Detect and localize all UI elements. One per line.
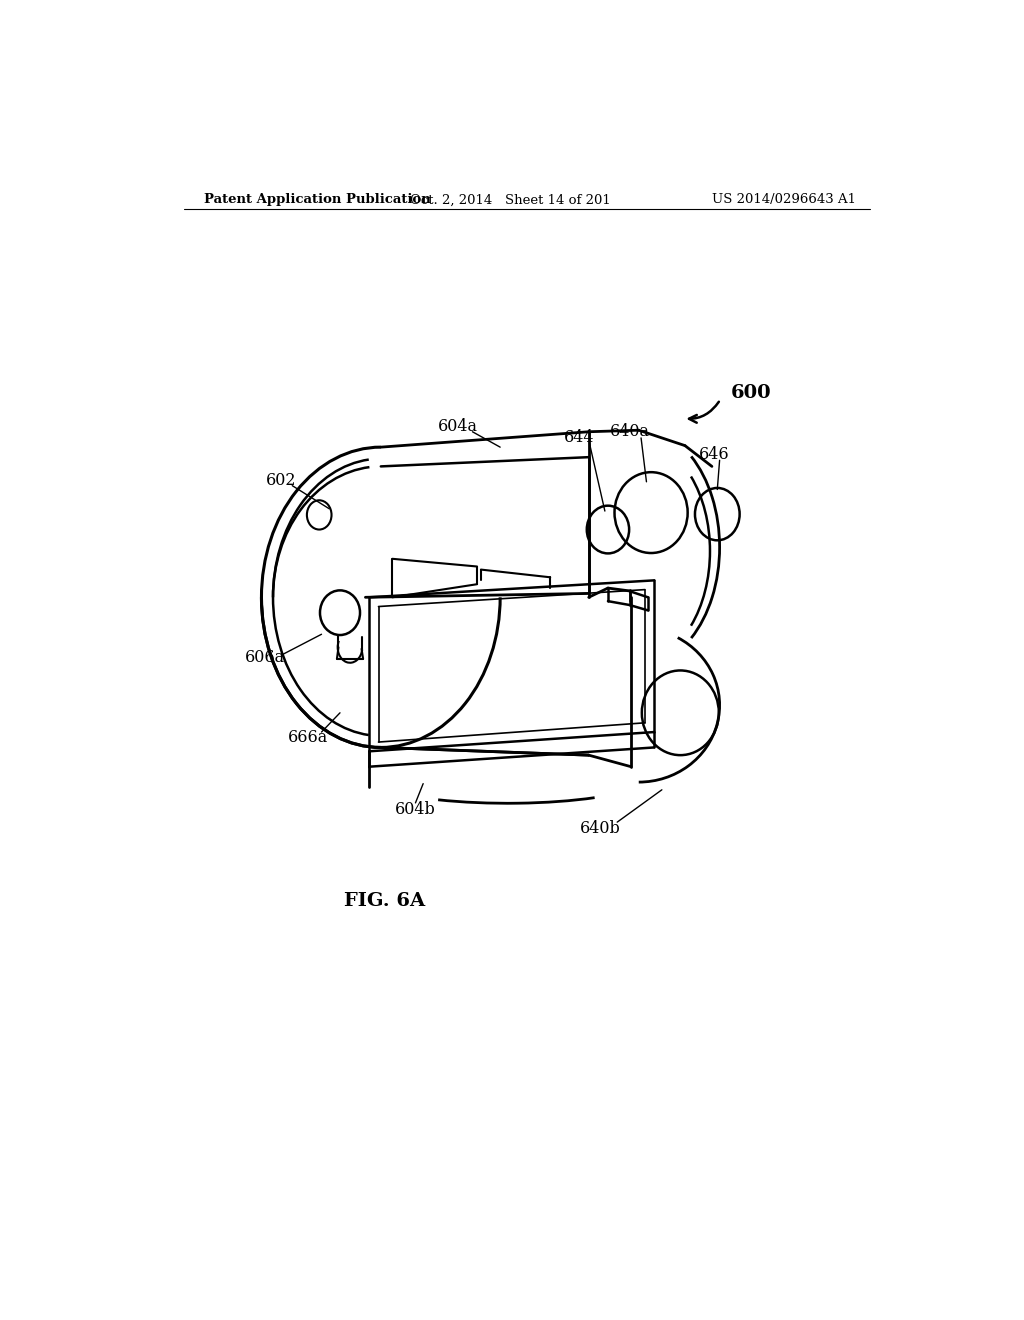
Text: 602: 602 bbox=[265, 471, 296, 488]
Text: 666a: 666a bbox=[288, 729, 328, 746]
Text: 604b: 604b bbox=[395, 800, 436, 817]
Text: Oct. 2, 2014   Sheet 14 of 201: Oct. 2, 2014 Sheet 14 of 201 bbox=[410, 194, 611, 206]
Text: 604a: 604a bbox=[438, 418, 478, 434]
Text: 646: 646 bbox=[699, 446, 729, 463]
Text: 640b: 640b bbox=[580, 820, 621, 837]
Text: 600: 600 bbox=[731, 384, 772, 403]
Text: Patent Application Publication: Patent Application Publication bbox=[204, 194, 430, 206]
Text: US 2014/0296643 A1: US 2014/0296643 A1 bbox=[712, 194, 856, 206]
Text: 640a: 640a bbox=[609, 424, 649, 441]
Text: 644: 644 bbox=[563, 429, 594, 446]
Text: 606a: 606a bbox=[245, 649, 286, 665]
Text: FIG. 6A: FIG. 6A bbox=[344, 892, 425, 911]
